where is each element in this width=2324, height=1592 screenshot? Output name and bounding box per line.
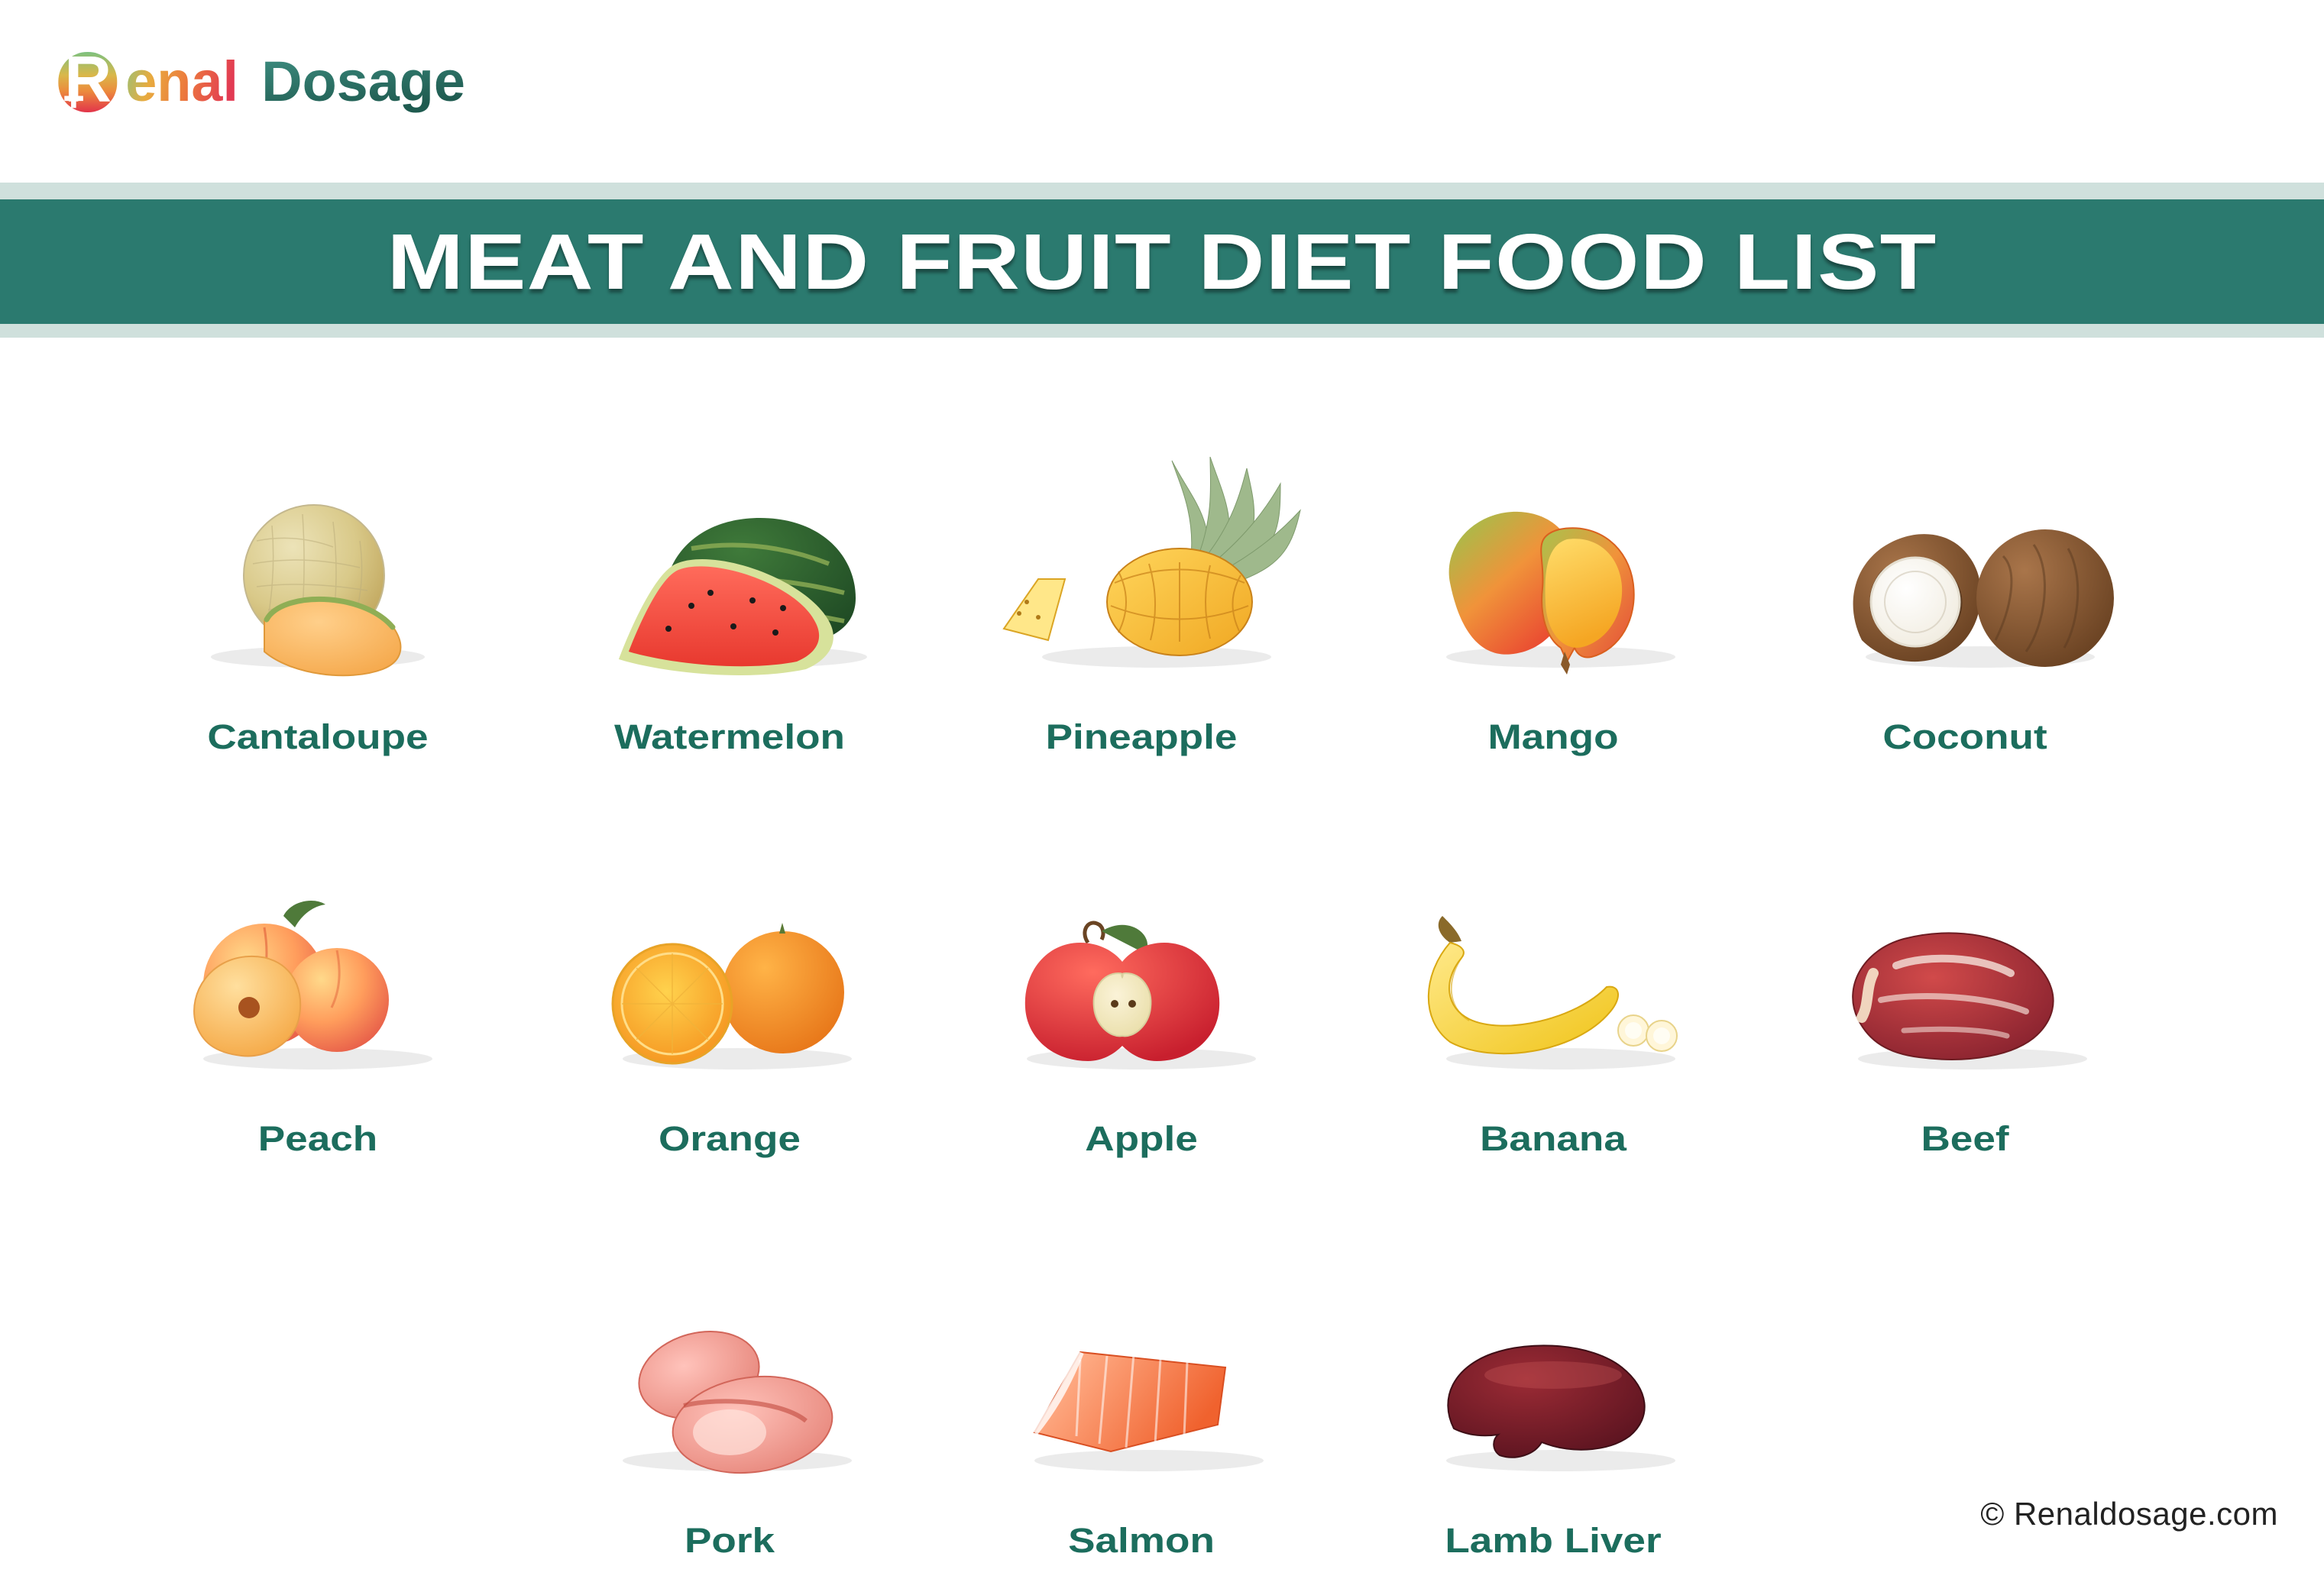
svg-text:Dosage: Dosage bbox=[261, 50, 465, 113]
svg-text:enal: enal bbox=[125, 50, 238, 113]
